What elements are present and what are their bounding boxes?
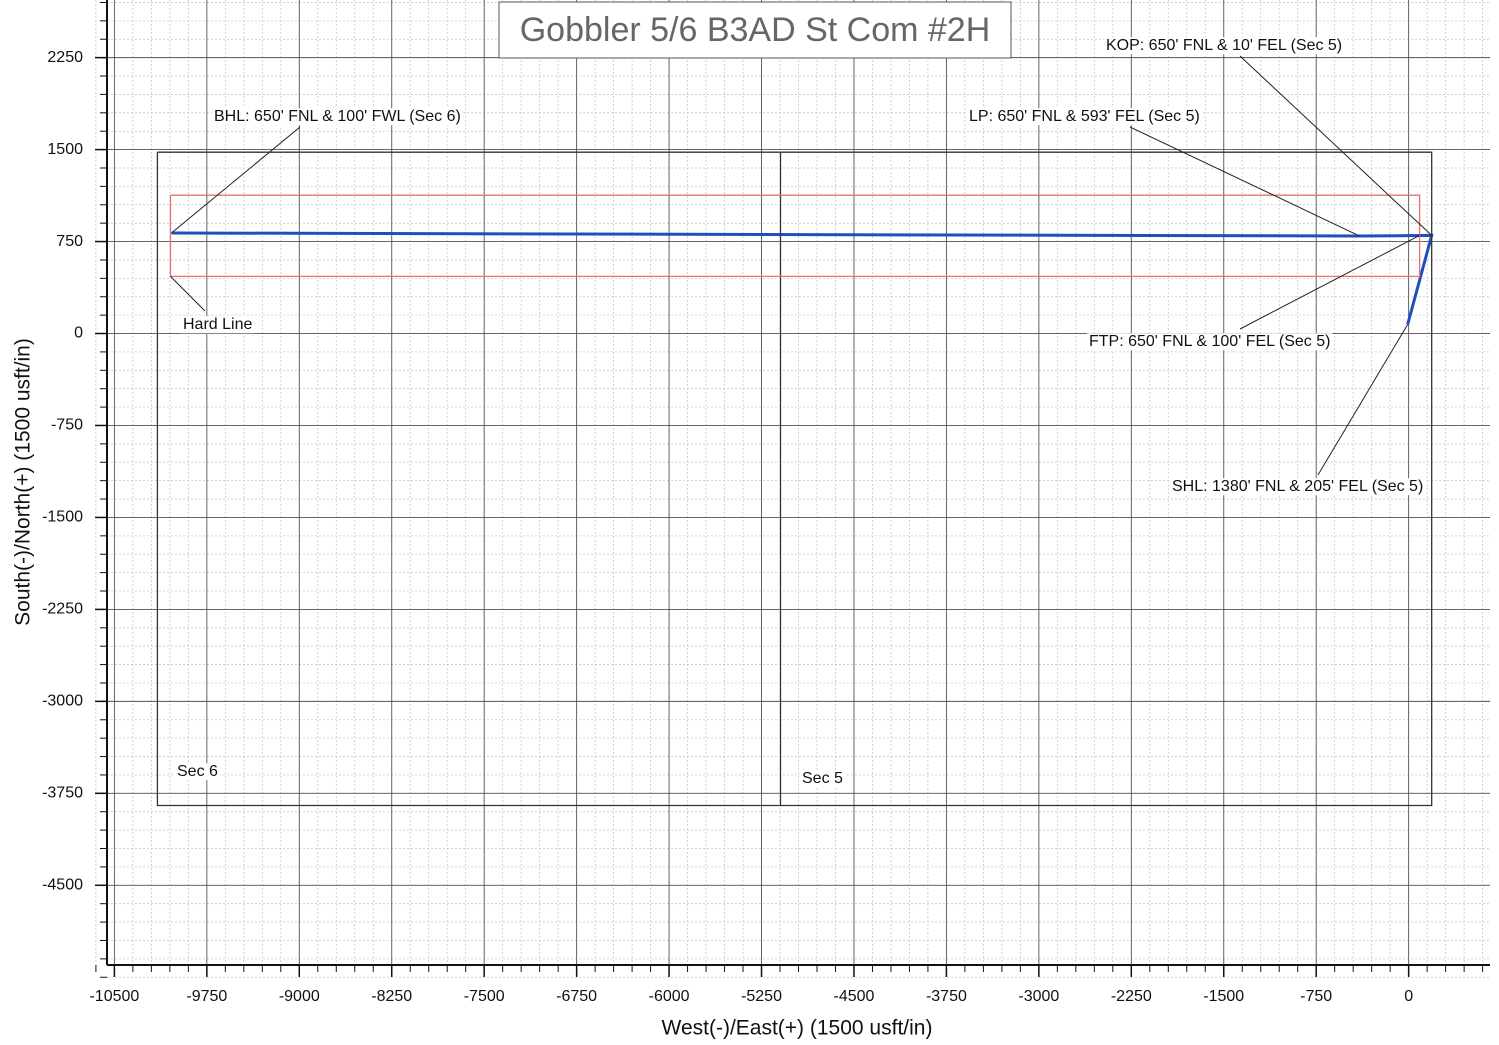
annotation-bg — [1104, 37, 1345, 55]
annotation: LP: 650' FNL & 593' FEL (Sec 5) — [969, 108, 1200, 125]
x-tick-label: -1500 — [1203, 988, 1244, 1005]
x-tick-label: -3750 — [926, 988, 967, 1005]
x-tick-label: -8250 — [371, 988, 412, 1005]
y-tick-label: -3750 — [42, 785, 83, 802]
x-tick-label: -9750 — [186, 988, 227, 1005]
title-box — [498, 1, 1012, 59]
annotation: FTP: 650' FNL & 100' FEL (Sec 5) — [1089, 333, 1330, 350]
annotation: BHL: 650' FNL & 100' FWL (Sec 6) — [214, 108, 461, 125]
chart-title: Gobbler 5/6 B3AD St Com #2H — [520, 11, 991, 49]
x-tick-label: -10500 — [89, 988, 139, 1005]
wellpath — [171, 231, 1434, 325]
x-tick-label: -6750 — [556, 988, 597, 1005]
x-tick-label: -7500 — [464, 988, 505, 1005]
x-tick-label: 0 — [1404, 988, 1413, 1005]
y-tick-label: 1500 — [47, 141, 83, 158]
leader-line — [170, 276, 206, 312]
x-tick-label: -3000 — [1018, 988, 1059, 1005]
y-tick-label: 750 — [56, 233, 83, 250]
leader-line — [1129, 126, 1360, 237]
annotation: KOP: 650' FNL & 10' FEL (Sec 5) — [1106, 37, 1342, 54]
annotation: Hard Line — [183, 316, 252, 333]
plot — [156, 151, 1434, 807]
x-tick-label: -9000 — [279, 988, 320, 1005]
y-tick-label: -2250 — [42, 601, 83, 618]
y-axis-label: South(-)/North(+) (1500 usft/in) — [12, 338, 35, 626]
y-tick-label: -4500 — [42, 877, 83, 894]
x-tick-label: -5250 — [741, 988, 782, 1005]
section-label: Sec 5 — [802, 770, 843, 787]
section-label: Sec 6 — [177, 763, 218, 780]
annotation-bg — [1087, 333, 1333, 351]
grid — [95, 0, 1490, 978]
y-tick-label: -1500 — [42, 509, 83, 526]
y-tick-label: 0 — [74, 325, 83, 342]
annotation-bg — [967, 108, 1202, 126]
leader-line — [171, 126, 301, 234]
x-tick-label: -750 — [1300, 988, 1332, 1005]
x-tick-label: -6000 — [649, 988, 690, 1005]
y-tick-label: -750 — [51, 417, 83, 434]
annotation-bg — [212, 108, 463, 126]
y-tick-label: 2250 — [47, 49, 83, 66]
annotation-bg — [181, 316, 255, 334]
x-axis-label: West(-)/East(+) (1500 usft/in) — [662, 1017, 933, 1040]
leader-line — [1317, 324, 1409, 476]
x-tick-label: -4500 — [834, 988, 875, 1005]
boundary — [156, 151, 1433, 807]
leader-line — [1239, 55, 1433, 236]
y-tick-label: -3000 — [42, 693, 83, 710]
leader-line — [1239, 234, 1420, 330]
label-bg — [175, 763, 221, 781]
annotation-bg — [1170, 478, 1426, 496]
x-tick-label: -2250 — [1111, 988, 1152, 1005]
label-bg — [800, 770, 846, 788]
boundary — [169, 194, 1421, 278]
annotation: SHL: 1380' FNL & 205' FEL (Sec 5) — [1172, 478, 1423, 495]
